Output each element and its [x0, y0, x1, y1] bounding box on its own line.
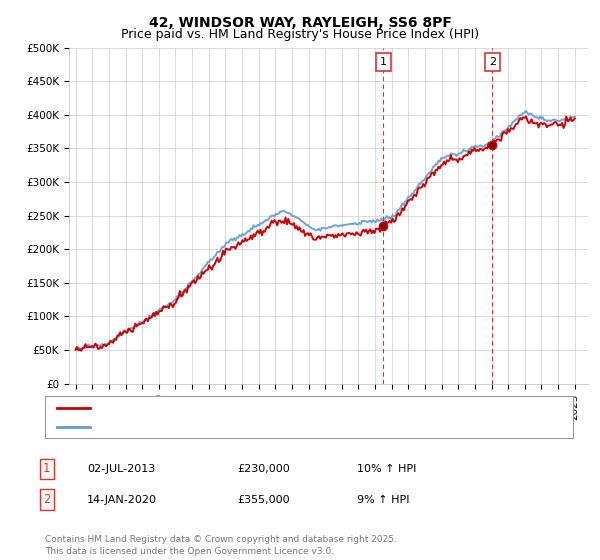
Text: 1: 1 — [43, 462, 50, 475]
Text: 42, WINDSOR WAY, RAYLEIGH, SS6 8PF: 42, WINDSOR WAY, RAYLEIGH, SS6 8PF — [149, 16, 451, 30]
Text: Price paid vs. HM Land Registry's House Price Index (HPI): Price paid vs. HM Land Registry's House … — [121, 28, 479, 41]
Text: 02-JUL-2013: 02-JUL-2013 — [87, 464, 155, 474]
Text: HPI: Average price, semi-detached house, Rochford: HPI: Average price, semi-detached house,… — [96, 422, 383, 432]
Text: Contains HM Land Registry data © Crown copyright and database right 2025.
This d: Contains HM Land Registry data © Crown c… — [45, 535, 397, 556]
Text: 2: 2 — [489, 57, 496, 67]
Text: 2: 2 — [43, 493, 50, 506]
Text: £230,000: £230,000 — [237, 464, 290, 474]
Text: 42, WINDSOR WAY, RAYLEIGH, SS6 8PF (semi-detached house): 42, WINDSOR WAY, RAYLEIGH, SS6 8PF (semi… — [96, 403, 445, 413]
Text: 10% ↑ HPI: 10% ↑ HPI — [357, 464, 416, 474]
Text: 14-JAN-2020: 14-JAN-2020 — [87, 494, 157, 505]
Text: £355,000: £355,000 — [237, 494, 290, 505]
Text: 1: 1 — [380, 57, 387, 67]
Text: 9% ↑ HPI: 9% ↑ HPI — [357, 494, 409, 505]
